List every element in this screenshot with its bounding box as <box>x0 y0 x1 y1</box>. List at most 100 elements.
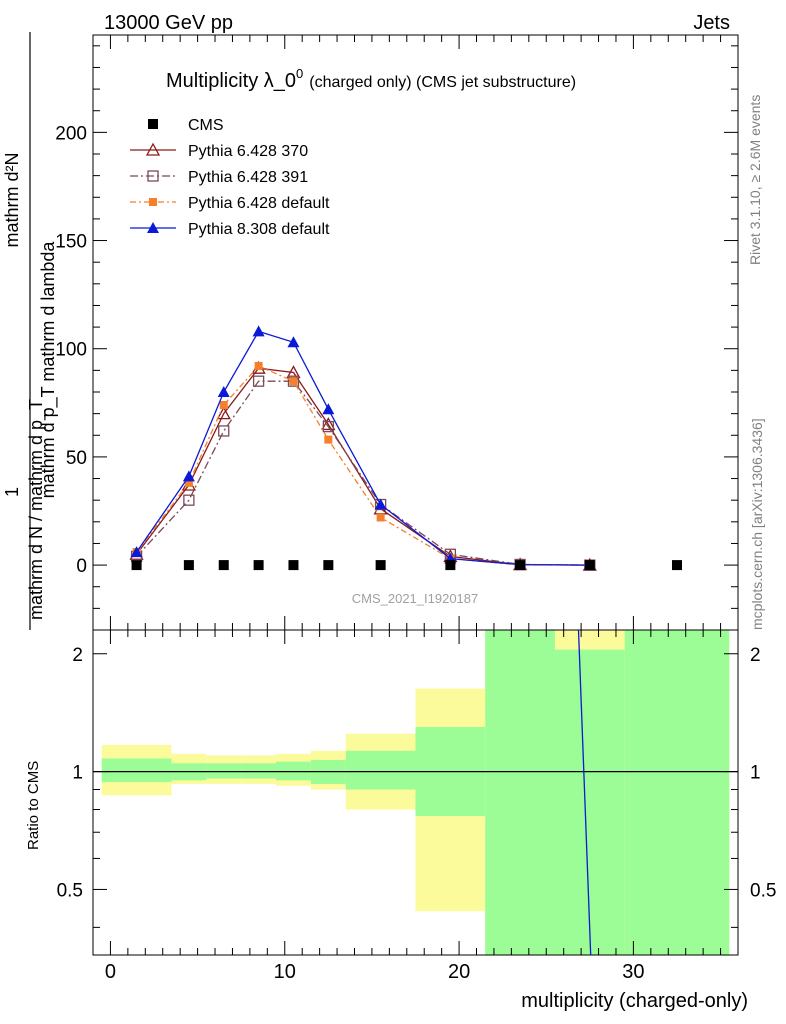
legend: CMS Pythia 6.428 370 Pythia 6.428 391 Pythi… <box>130 117 330 238</box>
ylabel-mid: mathrm d p_T mathrm d lambda <box>38 241 59 499</box>
ratio-y-tick-label: 2 <box>72 645 83 666</box>
data-point <box>145 142 161 156</box>
header-left: 13000 GeV pp <box>104 12 233 34</box>
ratio-band-inner <box>241 763 277 779</box>
chart-title-main: Multiplicity λ_0 <box>166 70 296 92</box>
y-tick-label: 100 <box>55 340 87 361</box>
main-y-axis: 0 50 100 150 200 <box>55 45 738 609</box>
data-point <box>287 336 300 348</box>
data-point <box>183 494 195 506</box>
data-point <box>217 386 230 397</box>
ratio-y-axis: 0.5 0.5 1 1 2 2 <box>57 645 776 928</box>
data-point <box>148 119 158 129</box>
series-line <box>136 367 590 566</box>
data-point <box>322 403 335 415</box>
x-tick-label: 10 <box>274 961 296 983</box>
data-point <box>131 560 142 571</box>
series-line <box>136 380 590 566</box>
ratio-y-tick-label: 0.5 <box>57 880 83 901</box>
y-tick-label: 200 <box>55 123 87 144</box>
data-point <box>515 560 526 571</box>
series-1 <box>129 360 597 571</box>
ratio-band-inner <box>485 630 555 955</box>
y-tick-label: 150 <box>55 232 87 253</box>
data-point <box>254 362 263 371</box>
series-4 <box>130 325 596 571</box>
upper-ylabel: 1 mathrm d p_T mathrm d lambda mathrm d²… <box>2 32 59 630</box>
rivet-label: Rivet 3.1.10, ≥ 2.6M events <box>747 95 763 265</box>
ratio-bands <box>101 630 730 955</box>
data-point <box>219 400 228 409</box>
chart-title-small: (charged only) (CMS jet substructure) <box>309 74 576 91</box>
legend-item: Pythia 6.428 default <box>130 195 330 212</box>
legend-label: CMS <box>188 117 224 134</box>
legend-label: Pythia 6.428 391 <box>188 169 308 186</box>
watermark: CMS_2021_I1920187 <box>352 591 479 606</box>
data-point <box>252 375 265 387</box>
main-x-axis <box>109 35 722 630</box>
ratio-y-tick-label-right: 0.5 <box>750 880 776 901</box>
x-axis-label: multiplicity (charged-only) <box>521 990 748 1012</box>
x-tick-label: 0 <box>105 961 116 983</box>
ratio-band-inner <box>345 750 416 790</box>
data-point <box>322 420 334 433</box>
ratio-lines <box>93 629 738 956</box>
data-point <box>130 546 143 558</box>
series-line <box>136 365 590 566</box>
data-point <box>184 478 193 487</box>
data-point <box>445 560 456 571</box>
data-point <box>374 498 387 510</box>
ratio-band-inner <box>101 758 172 783</box>
data-point <box>324 435 333 444</box>
legend-item: Pythia 6.428 391 <box>130 169 308 186</box>
data-point <box>147 222 159 233</box>
data-point <box>183 560 194 571</box>
ratio-x-axis: 0 10 20 30 <box>105 630 722 983</box>
data-point <box>288 560 299 571</box>
series-3 <box>132 362 594 570</box>
legend-label: Pythia 6.428 default <box>188 195 330 212</box>
data-point <box>287 375 300 387</box>
legend-label: Pythia 8.308 default <box>188 221 330 238</box>
ratio-band-inner <box>206 763 242 779</box>
legend-item: Pythia 6.428 370 <box>130 142 308 160</box>
ratio-y-tick-label-right: 1 <box>750 763 761 784</box>
data-point <box>182 470 195 482</box>
data-point <box>323 560 334 571</box>
data-point <box>218 425 230 437</box>
series-0 <box>131 560 682 571</box>
header-right: Jets <box>693 12 730 34</box>
data-point <box>218 560 229 571</box>
data-point <box>289 377 298 386</box>
ylabel-one: 1 <box>2 487 22 497</box>
ylabel-upper: mathrm d²N <box>2 152 22 247</box>
series-layer <box>129 325 682 571</box>
data-point <box>375 560 386 571</box>
chart-title-sup: 0 <box>296 66 303 81</box>
ratio-y-tick-label-right: 2 <box>750 645 761 666</box>
ratio-y-tick-label: 1 <box>72 763 83 784</box>
data-point <box>584 560 595 571</box>
x-tick-label: 30 <box>622 961 644 983</box>
data-point <box>149 198 157 206</box>
legend-label: Pythia 6.428 370 <box>188 143 308 160</box>
legend-item: Pythia 8.308 default <box>130 221 330 238</box>
series-line <box>136 330 590 566</box>
data-point <box>321 417 336 431</box>
ratio-ylabel: Ratio to CMS <box>25 761 42 850</box>
data-point <box>671 560 682 571</box>
data-point <box>147 170 159 182</box>
y-tick-label: 0 <box>76 556 87 577</box>
chart-title: Multiplicity λ_00 (charged only) (CMS jet… <box>166 66 576 92</box>
ratio-band-inner <box>624 630 730 955</box>
data-point <box>376 513 385 522</box>
x-tick-label: 20 <box>448 961 470 983</box>
ratio-band-inner <box>554 649 625 955</box>
mcplots-label: mcplots.cern.ch [arXiv:1306.3436] <box>749 418 765 630</box>
data-point <box>253 560 264 571</box>
legend-item: CMS <box>148 117 224 134</box>
y-tick-label: 50 <box>66 448 87 469</box>
ratio-series-line <box>577 629 592 956</box>
ylabel-lower: mathrm d N / mathrm d p_T <box>26 399 47 620</box>
